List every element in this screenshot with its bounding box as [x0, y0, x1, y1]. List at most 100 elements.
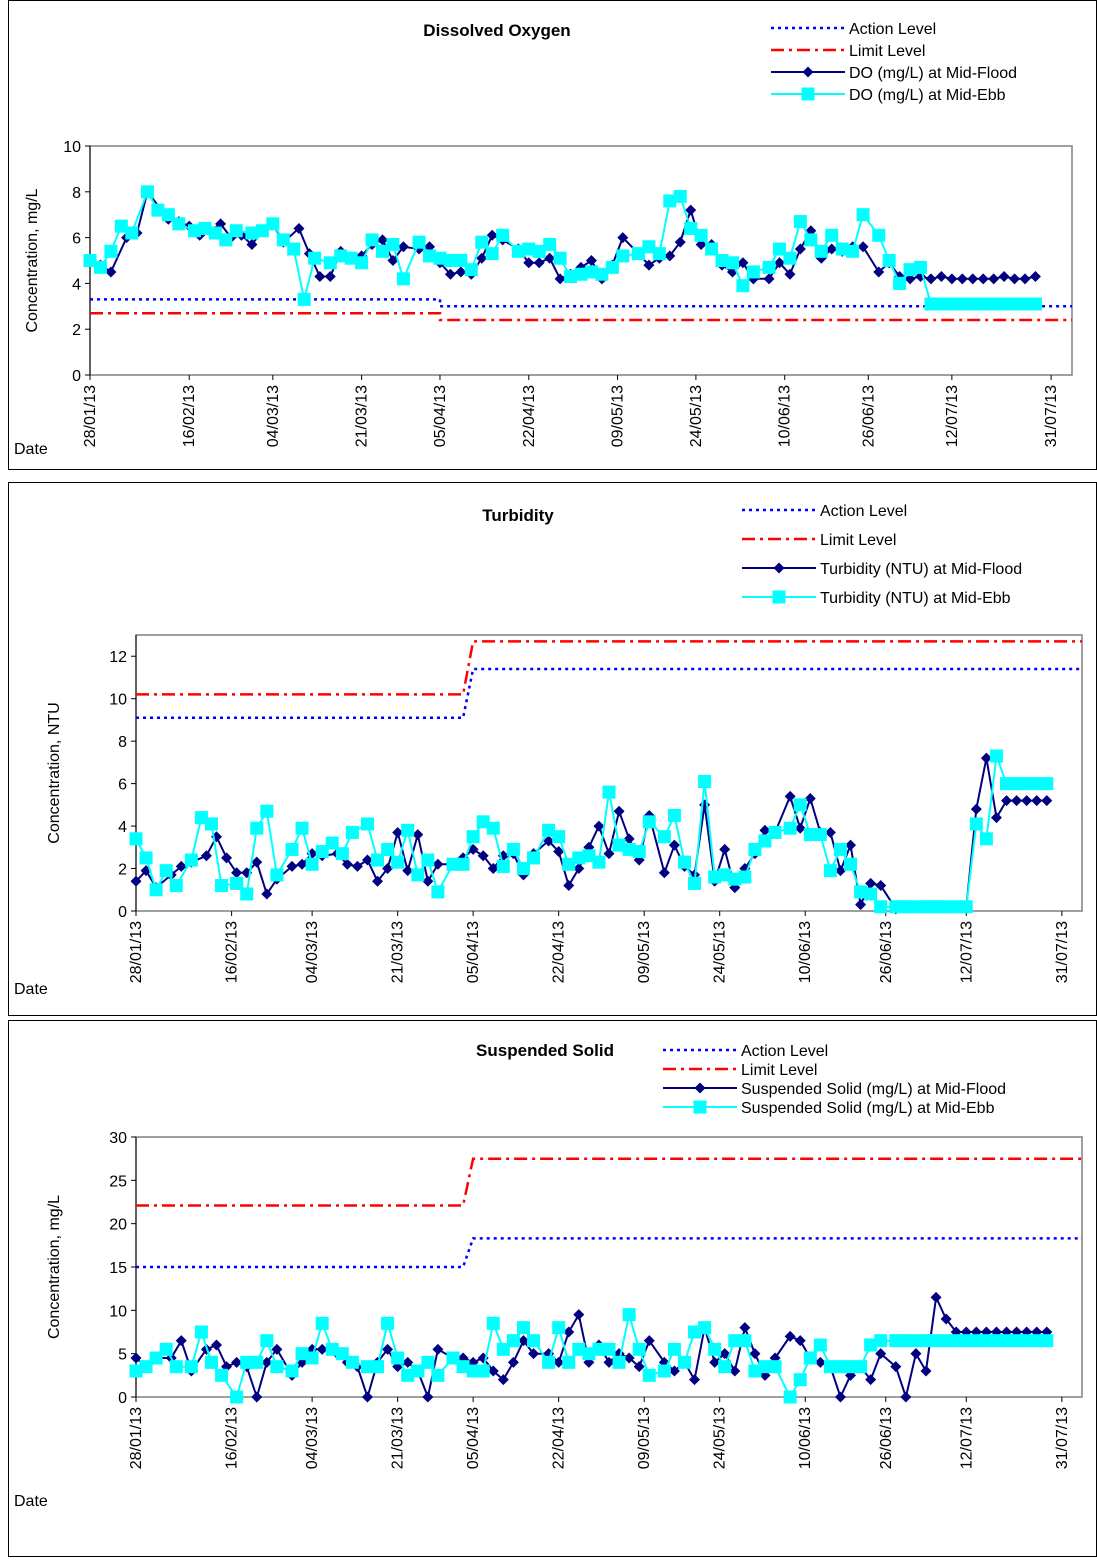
turbidity-point-turbidity-ntu-at-mid-ebb [325, 836, 339, 850]
turbidity-y-tick-label: 6 [118, 777, 127, 794]
dissolved-oxygen-x-axis-label: Date [14, 441, 48, 458]
dissolved-oxygen-point-do-mg-l-at-mid-ebb [725, 256, 739, 270]
dissolved-oxygen-point-do-mg-l-at-mid-flood [873, 266, 885, 278]
suspended-solid-point-suspended-solid-mg-l-at-mid-ebb [909, 1334, 923, 1348]
turbidity-point-turbidity-ntu-at-mid-ebb [345, 825, 359, 839]
suspended-solid-x-tick-label: 09/05/13 [636, 1407, 653, 1469]
dissolved-oxygen-point-do-mg-l-at-mid-ebb [543, 237, 557, 251]
turbidity-y-axis-label: Concentration, NTU [46, 702, 63, 843]
turbidity-point-turbidity-ntu-at-mid-flood [140, 865, 152, 877]
suspended-solid-x-tick-label: 21/03/13 [390, 1407, 407, 1469]
suspended-solid-point-suspended-solid-mg-l-at-mid-ebb [748, 1364, 762, 1378]
dissolved-oxygen-legend: Action Level Limit Level DO (mg/L) at Mid-… [771, 21, 1017, 104]
dissolved-oxygen-point-do-mg-l-at-mid-flood [977, 273, 989, 285]
suspended-solid-point-suspended-solid-mg-l-at-mid-flood [739, 1322, 751, 1334]
turbidity-point-turbidity-ntu-at-mid-ebb [833, 842, 847, 856]
suspended-solid-point-suspended-solid-mg-l-at-mid-flood [643, 1335, 655, 1347]
suspended-solid-point-suspended-solid-mg-l-at-mid-ebb [250, 1355, 264, 1369]
turbidity-point-turbidity-ntu-at-mid-ebb [466, 830, 480, 844]
suspended-solid-point-suspended-solid-mg-l-at-mid-ebb [708, 1342, 722, 1356]
suspended-solid-point-suspended-solid-mg-l-at-mid-flood [784, 1330, 796, 1342]
suspended-solid-legend-label-suspended-solid-mg-l-at-mid-ebb: Suspended Solid (mg/L) at Mid-Ebb [741, 1100, 995, 1117]
dissolved-oxygen-point-do-mg-l-at-mid-ebb [396, 272, 410, 286]
turbidity-y-tick-label: 0 [118, 904, 127, 921]
suspended-solid-legend: Action Level Limit Level Suspended Solid (… [663, 1043, 1006, 1117]
dissolved-oxygen-x-tick-label: 21/03/13 [354, 385, 371, 447]
suspended-solid-point-suspended-solid-mg-l-at-mid-flood [689, 1374, 701, 1386]
turbidity-point-turbidity-ntu-at-mid-ebb [516, 862, 530, 876]
turbidity-point-turbidity-ntu-at-mid-flood [221, 852, 233, 864]
suspended-solid-legend-label-action-level: Action Level [741, 1043, 828, 1060]
dissolved-oxygen-y-tick-label: 10 [63, 139, 81, 156]
dissolved-oxygen-point-do-mg-l-at-mid-ebb [485, 247, 499, 261]
suspended-solid-point-suspended-solid-mg-l-at-mid-ebb [215, 1368, 229, 1382]
dissolved-oxygen-point-do-mg-l-at-mid-ebb [454, 254, 468, 267]
suspended-solid-point-suspended-solid-mg-l-at-mid-flood [507, 1356, 519, 1368]
dissolved-oxygen-point-do-mg-l-at-mid-ebb [835, 242, 849, 256]
dissolved-oxygen-series-action-level [90, 298, 1072, 308]
turbidity-point-turbidity-ntu-at-mid-ebb [159, 864, 173, 878]
suspended-solid-x-tick-label: 24/05/13 [712, 1407, 729, 1469]
turbidity-point-turbidity-ntu-at-mid-flood [361, 854, 373, 866]
dissolved-oxygen-x-tick-label: 05/04/13 [432, 385, 449, 447]
suspended-solid-point-suspended-solid-mg-l-at-mid-ebb [919, 1334, 933, 1348]
turbidity-point-turbidity-ntu-at-mid-ebb [1040, 777, 1054, 791]
dissolved-oxygen-point-do-mg-l-at-mid-ebb [334, 249, 348, 263]
dissolved-oxygen-point-do-mg-l-at-mid-ebb [1028, 297, 1042, 311]
dissolved-oxygen-point-do-mg-l-at-mid-ebb [736, 279, 750, 293]
dissolved-oxygen-point-do-mg-l-at-mid-ebb [433, 251, 447, 265]
turbidity-point-turbidity-ntu-at-mid-ebb [803, 828, 817, 842]
suspended-solid-point-suspended-solid-mg-l-at-mid-ebb [194, 1325, 208, 1339]
suspended-solid-point-suspended-solid-mg-l-at-mid-flood [633, 1361, 645, 1373]
turbidity-legend-label-turbidity-ntu-at-mid-ebb: Turbidity (NTU) at Mid-Ebb [820, 590, 1011, 607]
turbidity-point-turbidity-ntu-at-mid-flood [543, 835, 555, 847]
suspended-solid-point-suspended-solid-mg-l-at-mid-ebb [527, 1334, 541, 1348]
suspended-solid-point-suspended-solid-mg-l-at-mid-flood [316, 1343, 328, 1355]
turbidity-point-turbidity-ntu-at-mid-ebb [431, 885, 445, 899]
turbidity-point-turbidity-ntu-at-mid-flood [759, 824, 771, 836]
dissolved-oxygen-point-do-mg-l-at-mid-ebb [344, 251, 358, 265]
suspended-solid-x-tick-label: 10/06/13 [797, 1407, 814, 1469]
dissolved-oxygen-point-do-mg-l-at-mid-ebb [987, 297, 1001, 311]
turbidity-point-turbidity-ntu-at-mid-ebb [542, 823, 556, 837]
dissolved-oxygen-x-tick-label: 12/07/13 [944, 385, 961, 447]
suspended-solid-point-suspended-solid-mg-l-at-mid-flood [553, 1356, 565, 1368]
dissolved-oxygen-point-do-mg-l-at-mid-ebb [511, 244, 525, 258]
turbidity-point-turbidity-ntu-at-mid-ebb [215, 879, 229, 893]
suspended-solid-legend-marker-suspended-solid-mg-l-at-mid-ebb [693, 1100, 707, 1114]
suspended-solid-point-suspended-solid-mg-l-at-mid-ebb [476, 1364, 490, 1378]
turbidity-point-turbidity-ntu-at-mid-ebb [728, 872, 742, 886]
turbidity-point-turbidity-ntu-at-mid-ebb [667, 808, 681, 822]
turbidity-point-turbidity-ntu-at-mid-flood [603, 848, 615, 860]
dissolved-oxygen-y-tick-label: 6 [72, 231, 81, 248]
turbidity-point-turbidity-ntu-at-mid-flood [794, 822, 806, 834]
dissolved-oxygen-point-do-mg-l-at-mid-flood [486, 229, 498, 241]
dissolved-oxygen-point-do-mg-l-at-mid-flood [643, 259, 655, 271]
turbidity-point-turbidity-ntu-at-mid-ebb [979, 832, 993, 846]
dissolved-oxygen-point-do-mg-l-at-mid-ebb [553, 251, 567, 265]
suspended-solid-chart: 0 5 10 15 20 25 30 28/01/13 16/02/13 04/03/13 21/0… [14, 1041, 1083, 1510]
turbidity-point-turbidity-ntu-at-mid-ebb [602, 785, 616, 799]
suspended-solid-point-suspended-solid-mg-l-at-mid-flood [467, 1356, 479, 1368]
dissolved-oxygen-point-do-mg-l-at-mid-ebb [266, 217, 280, 231]
turbidity-point-turbidity-ntu-at-mid-ebb [582, 849, 596, 863]
turbidity-y-tick-label: 10 [109, 692, 127, 709]
suspended-solid-y-tick-label: 30 [109, 1130, 127, 1147]
turbidity-point-turbidity-ntu-at-mid-flood [402, 865, 414, 877]
dissolved-oxygen-point-do-mg-l-at-mid-ebb [140, 185, 154, 199]
turbidity-point-turbidity-ntu-at-mid-ebb [1030, 777, 1044, 791]
suspended-solid-point-suspended-solid-mg-l-at-mid-flood [719, 1348, 731, 1360]
dissolved-oxygen-point-do-mg-l-at-mid-ebb [955, 297, 969, 311]
turbidity-point-turbidity-ntu-at-mid-flood [824, 826, 836, 838]
turbidity-point-turbidity-ntu-at-mid-flood [990, 812, 1002, 824]
turbidity-point-turbidity-ntu-at-mid-ebb [421, 853, 435, 867]
suspended-solid-x-tick-label: 22/04/13 [551, 1407, 568, 1469]
dissolved-oxygen-point-do-mg-l-at-mid-ebb [287, 242, 301, 256]
dissolved-oxygen-point-do-mg-l-at-mid-flood [455, 266, 467, 278]
dissolved-oxygen-point-do-mg-l-at-mid-ebb [308, 251, 322, 265]
turbidity-point-turbidity-ntu-at-mid-ebb [939, 900, 953, 914]
dissolved-oxygen-point-do-mg-l-at-mid-ebb [872, 228, 886, 242]
suspended-solid-point-suspended-solid-mg-l-at-mid-flood [865, 1374, 877, 1386]
dissolved-oxygen-point-do-mg-l-at-mid-flood [387, 255, 399, 266]
dissolved-oxygen-point-do-mg-l-at-mid-ebb [187, 224, 201, 238]
